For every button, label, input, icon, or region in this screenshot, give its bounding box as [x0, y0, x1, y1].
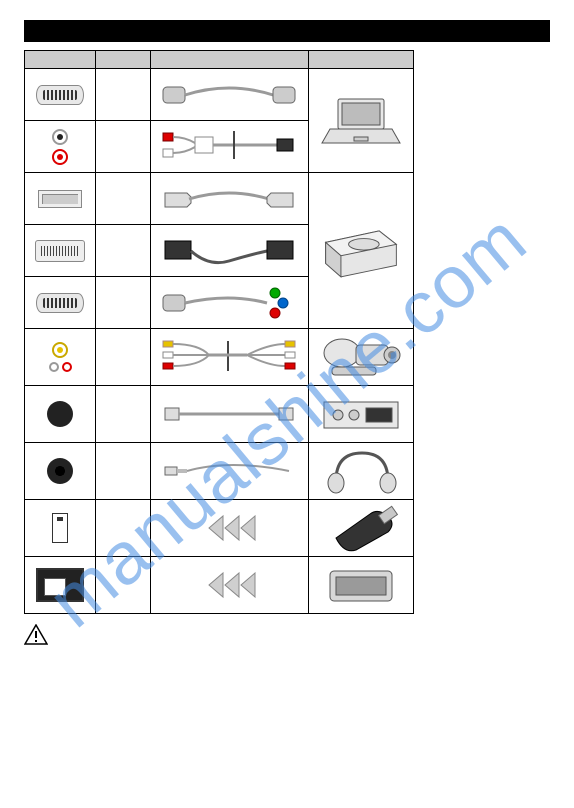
- table-row: [25, 329, 414, 386]
- headphones-icon: [309, 443, 413, 499]
- aux-cable-icon: [151, 443, 308, 499]
- vga-cable-icon: [151, 69, 308, 120]
- amplifier-icon: [309, 386, 413, 442]
- table-row: [25, 386, 414, 443]
- scart-port-icon: [25, 225, 95, 276]
- page: [0, 0, 574, 671]
- usb-stick-icon: [309, 500, 413, 556]
- hdmi-cable-icon: [151, 173, 308, 224]
- usb-label-cell: [96, 500, 151, 557]
- ypbpr-label-cell: [96, 277, 151, 329]
- usb-port-icon: [25, 500, 95, 556]
- av-cable-icon: [151, 329, 308, 385]
- av-label-cell: [96, 329, 151, 386]
- hdmi-label-cell: [96, 173, 151, 225]
- table-row: [25, 443, 414, 500]
- table-row: [25, 500, 414, 557]
- laptop-icon: [309, 69, 413, 172]
- connectivity-table: [24, 50, 414, 614]
- scart-cable-icon: [151, 225, 308, 276]
- ci-slot-icon: [25, 557, 95, 613]
- col-header-type: [96, 51, 151, 69]
- cam-module-icon: [309, 557, 413, 613]
- footnote: [24, 624, 550, 651]
- av-port-icon: [25, 329, 95, 385]
- hdmi-port-icon: [25, 173, 95, 224]
- headphone-port-icon: [25, 443, 95, 499]
- table-row: [25, 69, 414, 121]
- spdif-label-cell: [96, 386, 151, 443]
- spdif-port-icon: [25, 386, 95, 442]
- ci-arrow-icon: [151, 557, 308, 613]
- headphone-label-cell: [96, 443, 151, 500]
- rca-audio-cable-icon: [151, 121, 308, 172]
- table-row: [25, 557, 414, 614]
- vga-label-cell: [96, 69, 151, 121]
- col-header-device: [308, 51, 413, 69]
- camcorder-icon: [309, 329, 413, 385]
- header-bar: [24, 20, 550, 42]
- pc-audio-label-cell: [96, 121, 151, 173]
- vga-port-icon: [25, 69, 95, 120]
- coax-cable-icon: [151, 386, 308, 442]
- col-header-connector: [25, 51, 96, 69]
- ypbpr-port-icon: [25, 277, 95, 328]
- col-header-cable: [151, 51, 309, 69]
- rca-audio-port-icon: [25, 121, 95, 172]
- warning-icon: [24, 624, 48, 646]
- usb-arrow-icon: [151, 500, 308, 556]
- dvd-player-icon: [309, 176, 413, 326]
- table-row: [25, 173, 414, 225]
- scart-label-cell: [96, 225, 151, 277]
- component-cable-icon: [151, 277, 308, 328]
- ci-label-cell: [96, 557, 151, 614]
